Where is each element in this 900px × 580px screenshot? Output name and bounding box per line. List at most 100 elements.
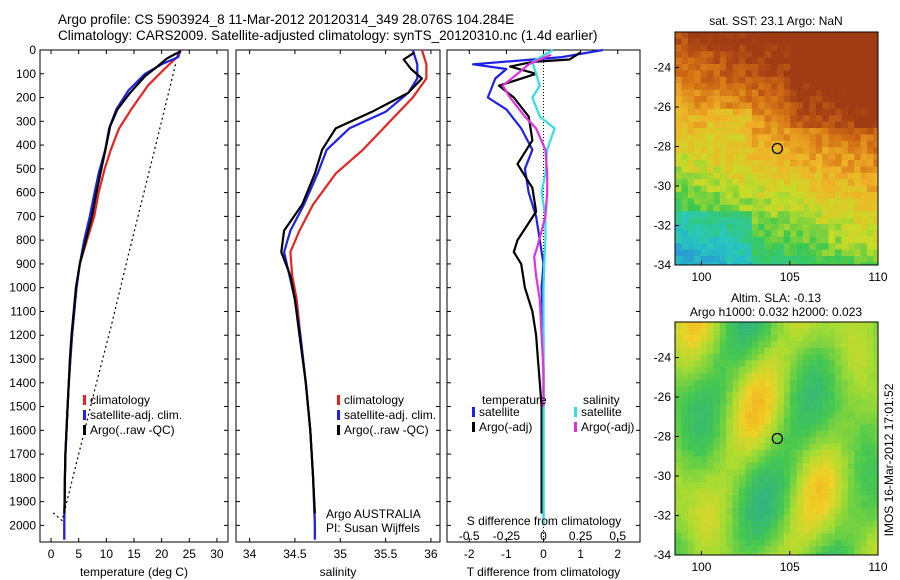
sst_map-xtick-label: 100 xyxy=(691,270,711,284)
salinity-legend-title: salinity xyxy=(583,393,620,407)
temperature-xtick-label: 15 xyxy=(127,547,141,561)
salinity-diff-legend-label: satellite xyxy=(581,405,622,419)
header-line-1: Argo profile: CS 5903924_8 11-Mar-2012 2… xyxy=(58,12,515,27)
difference-series-s-argo-adj- xyxy=(501,53,552,407)
float-position-marker xyxy=(771,432,784,445)
panel-salinity: 34 34.5 35 35.5 36 salinity climatologysatelli… xyxy=(235,49,441,579)
salinity-xtick-label: 34.5 xyxy=(283,547,307,561)
salinity-diff-legend-swatch xyxy=(574,407,577,417)
sla_map-field xyxy=(675,322,879,556)
salinity-difference-tick-label: 0.25 xyxy=(569,529,593,543)
salinity-legend-label: climatology xyxy=(344,393,404,407)
salinity-difference-tick-label: -0.5 xyxy=(459,529,480,543)
difference-series-t-argo-adj- xyxy=(497,51,582,514)
temperature-legend-swatch xyxy=(83,425,86,435)
difference-xtick-label: 0 xyxy=(540,547,547,561)
depth-tick-label: 700 xyxy=(16,209,36,223)
difference-series-t-satellite xyxy=(471,48,604,526)
depth-tick-label: 1000 xyxy=(9,281,36,295)
sla_map-xtick-label: 110 xyxy=(868,560,887,574)
salinity-diff-legend-label: Argo(-adj) xyxy=(581,420,634,434)
depth-tick-label: 800 xyxy=(16,233,36,247)
depth-tick-label: 1800 xyxy=(9,471,36,485)
temperature-legend-label: Argo(..raw -QC) xyxy=(90,423,175,437)
imos-timestamp-label: IMOS 16-Mar-2012 17:01:52 xyxy=(882,383,896,536)
sst_map-ytick-label: -32 xyxy=(654,219,672,233)
depth-tick-label: 500 xyxy=(16,162,36,176)
sst_map-xtick-label: 110 xyxy=(868,270,887,284)
depth-tick-label: 400 xyxy=(16,138,36,152)
depth-tick-label: 1700 xyxy=(9,447,36,461)
temperature-xtick-label: 25 xyxy=(183,547,197,561)
sst_map-ytick-label: -26 xyxy=(654,100,672,114)
temperature-xlabel: temperature (deg C) xyxy=(80,565,188,579)
temperature-legend-label: climatology xyxy=(90,393,150,407)
salinity-difference-tick-label: 0 xyxy=(540,529,547,543)
panel-sla_map: 100 105 110 -24 -26 -28 -30 -32 -34 Altim. SLA: -… xyxy=(654,291,896,574)
depth-tick-label: 2000 xyxy=(9,518,36,532)
sla_map-ytick-label: -26 xyxy=(654,390,672,404)
temperature-series-freezing xyxy=(50,64,177,522)
depth-tick-label: 1400 xyxy=(9,376,36,390)
sla_map-xtick-label: 100 xyxy=(691,560,711,574)
salinity-series-argo-raw-qc- xyxy=(280,51,423,514)
difference-xtick-label: -2 xyxy=(464,547,475,561)
sla_map-ytick-label: -28 xyxy=(654,430,672,444)
depth-tick-label: 100 xyxy=(16,67,36,81)
depth-tick-label: 1200 xyxy=(9,328,36,342)
sst_map-ytick-label: -30 xyxy=(654,179,672,193)
depth-tick-label: 900 xyxy=(16,257,36,271)
temperature-legend-label: satellite-adj. clim. xyxy=(90,408,182,422)
temperature-diff-legend-label: Argo(-adj) xyxy=(479,420,532,434)
salinity-legend-swatch xyxy=(337,395,340,405)
salinity-xtick-label: 35.5 xyxy=(374,547,398,561)
sst_map-frame xyxy=(674,31,879,266)
salinity-xtick-label: 34 xyxy=(243,547,257,561)
salinity-legend-swatch xyxy=(337,410,340,420)
salinity-axes-box xyxy=(235,49,441,543)
argo-pi-label: PI: Susan Wijffels xyxy=(326,521,420,535)
salinity-legend-label: Argo(..raw -QC) xyxy=(344,423,429,437)
temperature-diff-legend-label: satellite xyxy=(479,405,520,419)
sst_map-ytick-label: -34 xyxy=(654,258,672,272)
salinity-difference-label: S difference from climatology xyxy=(467,514,622,528)
salinity-xlabel: salinity xyxy=(320,565,357,579)
difference-series-s-satellite xyxy=(531,49,556,526)
temperature-xtick-label: 0 xyxy=(48,547,55,561)
salinity-difference-tick-label: -0.25 xyxy=(493,529,521,543)
sst_map-ytick-label: -24 xyxy=(654,61,672,75)
sla_map-ytick-label: -30 xyxy=(654,469,672,483)
salinity-xtick-label: 36 xyxy=(424,547,438,561)
sst_map-ytick-label: -28 xyxy=(654,140,672,154)
sla_map-frame xyxy=(674,321,879,556)
sst-map-title: sat. SST: 23.1 Argo: NaN xyxy=(709,14,842,28)
salinity-diff-legend-swatch xyxy=(574,422,577,432)
salinity-legend-label: satellite-adj. clim. xyxy=(344,408,436,422)
temperature-xtick-label: 20 xyxy=(155,547,169,561)
difference-xtick-label: -1 xyxy=(501,547,512,561)
depth-tick-label: 1300 xyxy=(9,352,36,366)
difference-xtick-label: 2 xyxy=(614,547,621,561)
temperature-xtick-label: 30 xyxy=(210,547,224,561)
temperature-diff-legend-swatch xyxy=(472,422,475,432)
depth-tick-label: 0 xyxy=(29,43,36,57)
sst_map-field xyxy=(675,32,879,266)
salinity-xtick-label: 35 xyxy=(334,547,348,561)
sst_map-xtick-label: 105 xyxy=(780,270,800,284)
panel-difference: -2 -1 0 1 2 T difference from climatology S di… xyxy=(446,48,641,579)
depth-tick-label: 600 xyxy=(16,186,36,200)
sla_map-ytick-label: -24 xyxy=(654,351,672,365)
depth-tick-label: 1900 xyxy=(9,495,36,509)
temperature-legend-title: temperature xyxy=(482,393,547,407)
depth-tick-label: 1500 xyxy=(9,400,36,414)
sla_map-ytick-label: -32 xyxy=(654,509,672,523)
temperature-legend-swatch xyxy=(83,410,86,420)
argo-program-label: Argo AUSTRALIA xyxy=(326,507,421,521)
sla_map-ytick-label: -34 xyxy=(654,548,672,562)
difference-xtick-label: 1 xyxy=(577,547,584,561)
temperature-axes-box xyxy=(39,49,229,543)
depth-tick-label: 200 xyxy=(16,91,36,105)
temperature-series-argo-raw-qc- xyxy=(63,50,182,514)
temperature-xtick-label: 5 xyxy=(75,547,82,561)
